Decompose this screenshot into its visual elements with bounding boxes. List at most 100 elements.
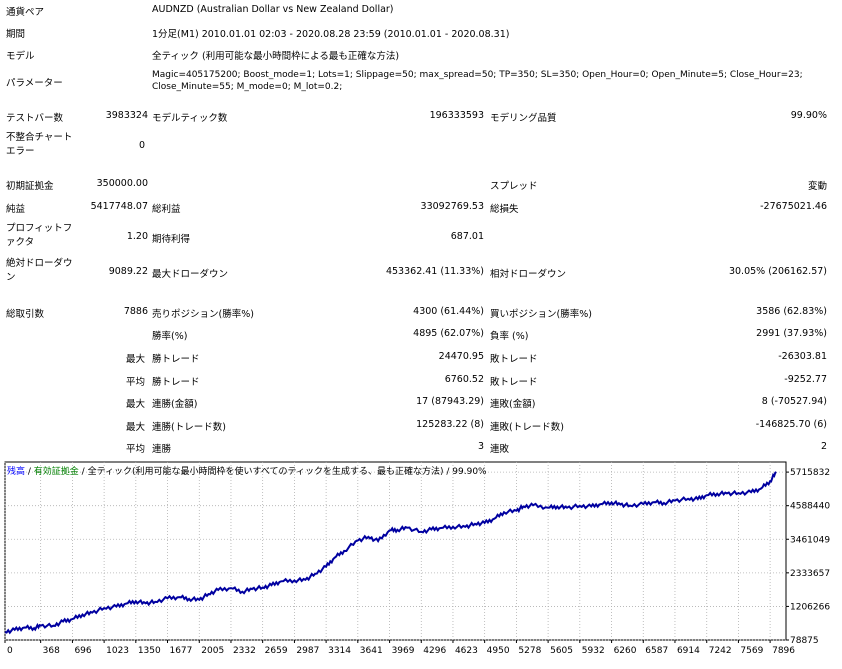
legend-model: 全ティック(利用可能な最小時間枠を使いすべてのティックを生成する、最も正確な方法…: [87, 467, 444, 477]
x-tick-label: 7242: [709, 646, 732, 656]
max-consec-loss-cnt-label: 連敗(トレード数): [490, 422, 564, 433]
avg-consec-word: 平均: [125, 444, 145, 455]
gross-profit-value: 33092769.53: [420, 201, 484, 212]
short-label: 売りポジション(勝率%): [152, 309, 254, 320]
y-tick-label: 5715832: [790, 468, 830, 478]
period-value: 1分足(M1) 2010.01.01 02:03 - 2020.08.28 23…: [152, 29, 510, 40]
rel-dd-value: 30.05% (206162.57): [728, 266, 827, 277]
gross-loss-label: 総損失: [490, 204, 519, 215]
bars-value: 3983324: [105, 110, 148, 121]
x-tick-label: 2332: [233, 646, 256, 656]
x-tick-label: 1350: [138, 646, 161, 656]
trades-value: 7886: [123, 306, 148, 317]
quality-value: 99.90%: [790, 110, 827, 121]
long-value: 3586 (62.83%): [756, 306, 827, 317]
lossrate-value: 2991 (37.93%): [756, 328, 827, 339]
x-tick-label: 1023: [106, 646, 129, 656]
max-consec-loss-cnt-value: -146825.70 (6): [755, 419, 827, 430]
pair-value: AUDNZD (Australian Dollar vs New Zealand…: [152, 4, 394, 15]
x-tick-label: 2987: [296, 646, 319, 656]
payoff-value: 687.01: [450, 231, 484, 242]
balance-chart: 5715832 4588440 3461049 2333657 1206266 78875…: [0, 458, 842, 666]
bars-label: テストバー数: [6, 113, 64, 124]
max-consec-loss-amt-value: 8 (-70527.94): [761, 396, 827, 407]
max-consec-win-amt-label: 連勝(金額): [152, 399, 198, 410]
x-tick-label: 4623: [455, 646, 478, 656]
spread-value: 変動: [807, 181, 827, 192]
legend-sep: /: [25, 467, 34, 477]
x-tick-label: 3641: [360, 646, 383, 656]
chart-legend: 残高 / 有効証拠金 / 全ティック(利用可能な最小時間枠を使いすべてのティック…: [7, 464, 487, 477]
lossrate-label: 負率 (%): [490, 331, 529, 342]
x-tick-label: 7569: [740, 646, 763, 656]
gross-loss-value: -27675021.46: [760, 201, 827, 212]
x-tick-label: 2005: [201, 646, 224, 656]
average-word: 平均: [125, 377, 145, 388]
ticks-label: モデルティック数: [152, 113, 228, 124]
mismatch-value: 0: [138, 140, 145, 151]
abs-dd-label: 絶対ドローダウ ン: [6, 258, 73, 283]
y-tick-label: 1206266: [790, 602, 830, 612]
model-label: モデル: [6, 51, 35, 62]
max-consec-win-amt-value: 17 (87943.29): [416, 396, 484, 407]
winrate-value: 4895 (62.07%): [413, 328, 484, 339]
payoff-label: 期待利得: [152, 234, 191, 245]
max-consec-loss-amt-label: 連敗(金額): [490, 399, 536, 410]
winrate-label: 勝率(%): [152, 331, 188, 342]
avg-consec-loss-value: 2: [820, 441, 827, 452]
abs-dd-value: 9089.22: [108, 266, 148, 277]
legend-balance: 残高: [7, 467, 26, 477]
balance-line: [4, 471, 777, 635]
pf-value: 1.20: [126, 231, 148, 242]
x-tick-label: 6914: [677, 646, 700, 656]
max-consec-amt-word: 最大: [125, 399, 145, 410]
avg-consec-loss-label: 連敗: [490, 444, 510, 455]
x-tick-label: 4950: [487, 646, 510, 656]
chart-svg: 5715832 4588440 3461049 2333657 1206266 78875…: [4, 461, 830, 656]
largest-win-value: 24470.95: [438, 351, 484, 362]
x-tick-label: 5278: [518, 646, 541, 656]
short-value: 4300 (61.44%): [413, 306, 484, 317]
deposit-label: 初期証拠金: [6, 181, 54, 192]
x-tick-label: 0: [7, 646, 13, 656]
avg-consec-win-value: 3: [477, 441, 484, 452]
x-tick-label: 3969: [392, 646, 415, 656]
params-label: パラメーター: [6, 78, 63, 89]
legend-quality: 99.90%: [452, 467, 487, 477]
y-tick-label: 2333657: [790, 569, 830, 579]
pair-label: 通貨ペア: [6, 7, 45, 18]
x-tick-label: 5605: [550, 646, 573, 656]
x-tick-label: 7896: [772, 646, 795, 656]
quality-label: モデリング品質: [490, 113, 557, 124]
rel-dd-label: 相対ドローダウン: [490, 269, 567, 280]
y-tick-label: 78875: [790, 636, 819, 646]
net-value: 5417748.07: [90, 201, 148, 212]
net-label: 純益: [6, 204, 26, 215]
avg-loss-label: 敗トレード: [490, 377, 538, 388]
mismatch-label: 不整合チャート エラー: [6, 132, 73, 157]
largest-win-label: 勝トレード: [152, 354, 200, 365]
max-dd-value: 453362.41 (11.33%): [385, 266, 484, 277]
avg-consec-win-label: 連勝: [152, 444, 172, 455]
x-tick-label: 2659: [265, 646, 288, 656]
x-tick-label: 368: [43, 646, 60, 656]
avg-win-value: 6760.52: [444, 374, 484, 385]
x-tick-label: 5932: [582, 646, 605, 656]
y-tick-label: 4588440: [790, 502, 830, 512]
avg-win-label: 勝トレード: [152, 377, 200, 388]
trades-label: 総取引数: [6, 309, 45, 320]
legend-sep: /: [78, 467, 88, 477]
legend-equity: 有効証拠金: [33, 467, 79, 477]
largest-loss-label: 敗トレード: [490, 354, 538, 365]
model-value: 全ティック (利用可能な最小時間枠による最も正確な方法): [152, 51, 400, 62]
x-tick-label: 4296: [423, 646, 446, 656]
avg-loss-value: -9252.77: [784, 374, 827, 385]
plot-frame: [4, 461, 787, 641]
params-line-1: Magic=405175200; Boost_mode=1; Lots=1; S…: [152, 70, 803, 80]
max-consec-cnt-word: 最大: [125, 422, 145, 433]
max-consec-win-cnt-value: 125283.22 (8): [416, 419, 484, 430]
deposit-value: 350000.00: [96, 178, 148, 189]
params-line-2: Close_Minute=55; M_mode=0; M_lot=0.2;: [152, 82, 343, 92]
ticks-value: 196333593: [429, 110, 484, 121]
largest-word: 最大: [125, 354, 145, 365]
